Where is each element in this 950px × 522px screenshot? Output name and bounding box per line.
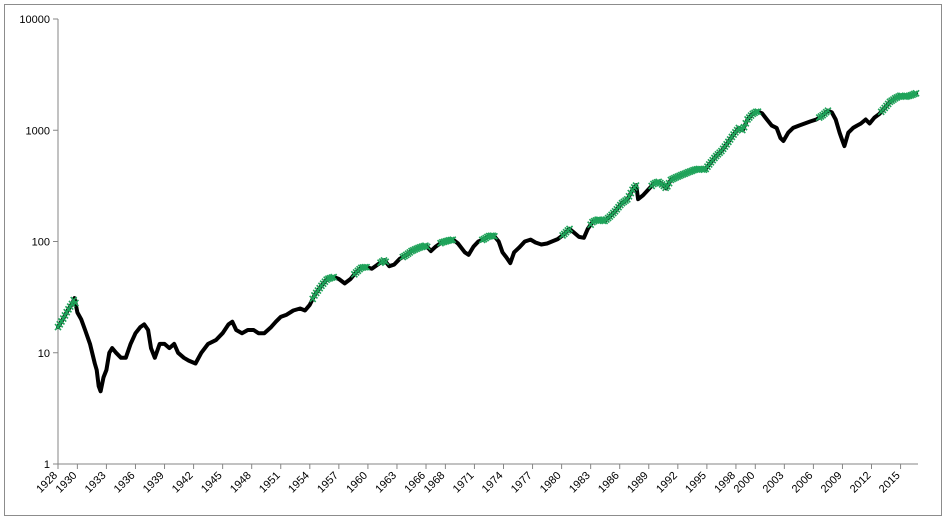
series-marker <box>740 123 748 131</box>
x-tick-label: 1942 <box>170 470 196 496</box>
x-tick-label: 1930 <box>54 470 80 496</box>
x-tick-label: 1945 <box>199 470 225 496</box>
x-tick-label: 1995 <box>683 470 709 496</box>
series-marker <box>565 225 574 233</box>
x-tick-label: 1974 <box>480 470 506 496</box>
y-tick-label: 1 <box>44 459 50 471</box>
x-tick-label: 1980 <box>538 470 564 496</box>
series-marker <box>330 273 338 281</box>
series-marker <box>362 263 371 271</box>
series-marker <box>754 108 762 116</box>
axes <box>53 18 918 469</box>
series-marker <box>309 295 317 303</box>
x-tick-label: 1971 <box>451 470 477 496</box>
y-tick-label: 100 <box>32 237 50 249</box>
x-tick-label: 2012 <box>848 470 874 496</box>
x-tick-label: 1948 <box>228 470 254 496</box>
y-tick-label: 10000 <box>19 14 50 26</box>
x-tick-label: 2000 <box>732 470 758 496</box>
chart-frame <box>4 4 942 516</box>
series-marker <box>752 108 760 116</box>
x-tick-label: 1928 <box>34 470 60 496</box>
x-tick-label: 1933 <box>83 470 109 496</box>
series-marker <box>447 236 455 244</box>
x-tick-label: 1983 <box>567 470 593 496</box>
series-marker <box>824 107 832 115</box>
series-marker <box>423 243 431 251</box>
x-tick-label: 1998 <box>712 470 738 496</box>
x-tick-label: 1963 <box>373 470 399 496</box>
x-tick-label: 1986 <box>596 470 622 496</box>
series-marker <box>382 258 390 266</box>
series-marker <box>742 119 750 127</box>
series-marker <box>912 89 920 97</box>
x-tick-label: 2015 <box>877 470 903 496</box>
x-tick-label: 1992 <box>654 470 680 496</box>
marker-layer <box>54 89 920 331</box>
series-marker <box>361 263 369 271</box>
series-marker <box>489 232 497 240</box>
x-tick-label: 1966 <box>402 470 428 496</box>
x-tick-label: 1968 <box>422 470 448 496</box>
series-marker <box>328 274 336 282</box>
x-tick-label: 1989 <box>625 470 651 496</box>
x-tick-label: 2003 <box>761 470 787 496</box>
series-marker <box>490 232 498 240</box>
x-tick-label: 1957 <box>315 470 341 496</box>
series-layer <box>56 91 919 394</box>
series-marker <box>71 299 79 307</box>
series-marker <box>632 181 640 190</box>
y-tick-labels: 1 10 100 1000 10000 <box>19 14 50 471</box>
y-tick-label: 1000 <box>26 125 50 137</box>
series-line <box>56 91 919 394</box>
x-tick-label: 1960 <box>344 470 370 496</box>
x-tick-label: 1954 <box>286 470 312 496</box>
x-tick-label: 1939 <box>141 470 167 496</box>
x-tick-label: 1936 <box>112 470 138 496</box>
y-tick-label: 10 <box>38 348 50 360</box>
x-tick-label: 2009 <box>819 470 845 496</box>
x-tick-label: 1977 <box>509 470 535 496</box>
x-tick-label: 2006 <box>790 470 816 496</box>
series-marker <box>449 236 457 244</box>
x-tick-label: 1951 <box>257 470 283 496</box>
